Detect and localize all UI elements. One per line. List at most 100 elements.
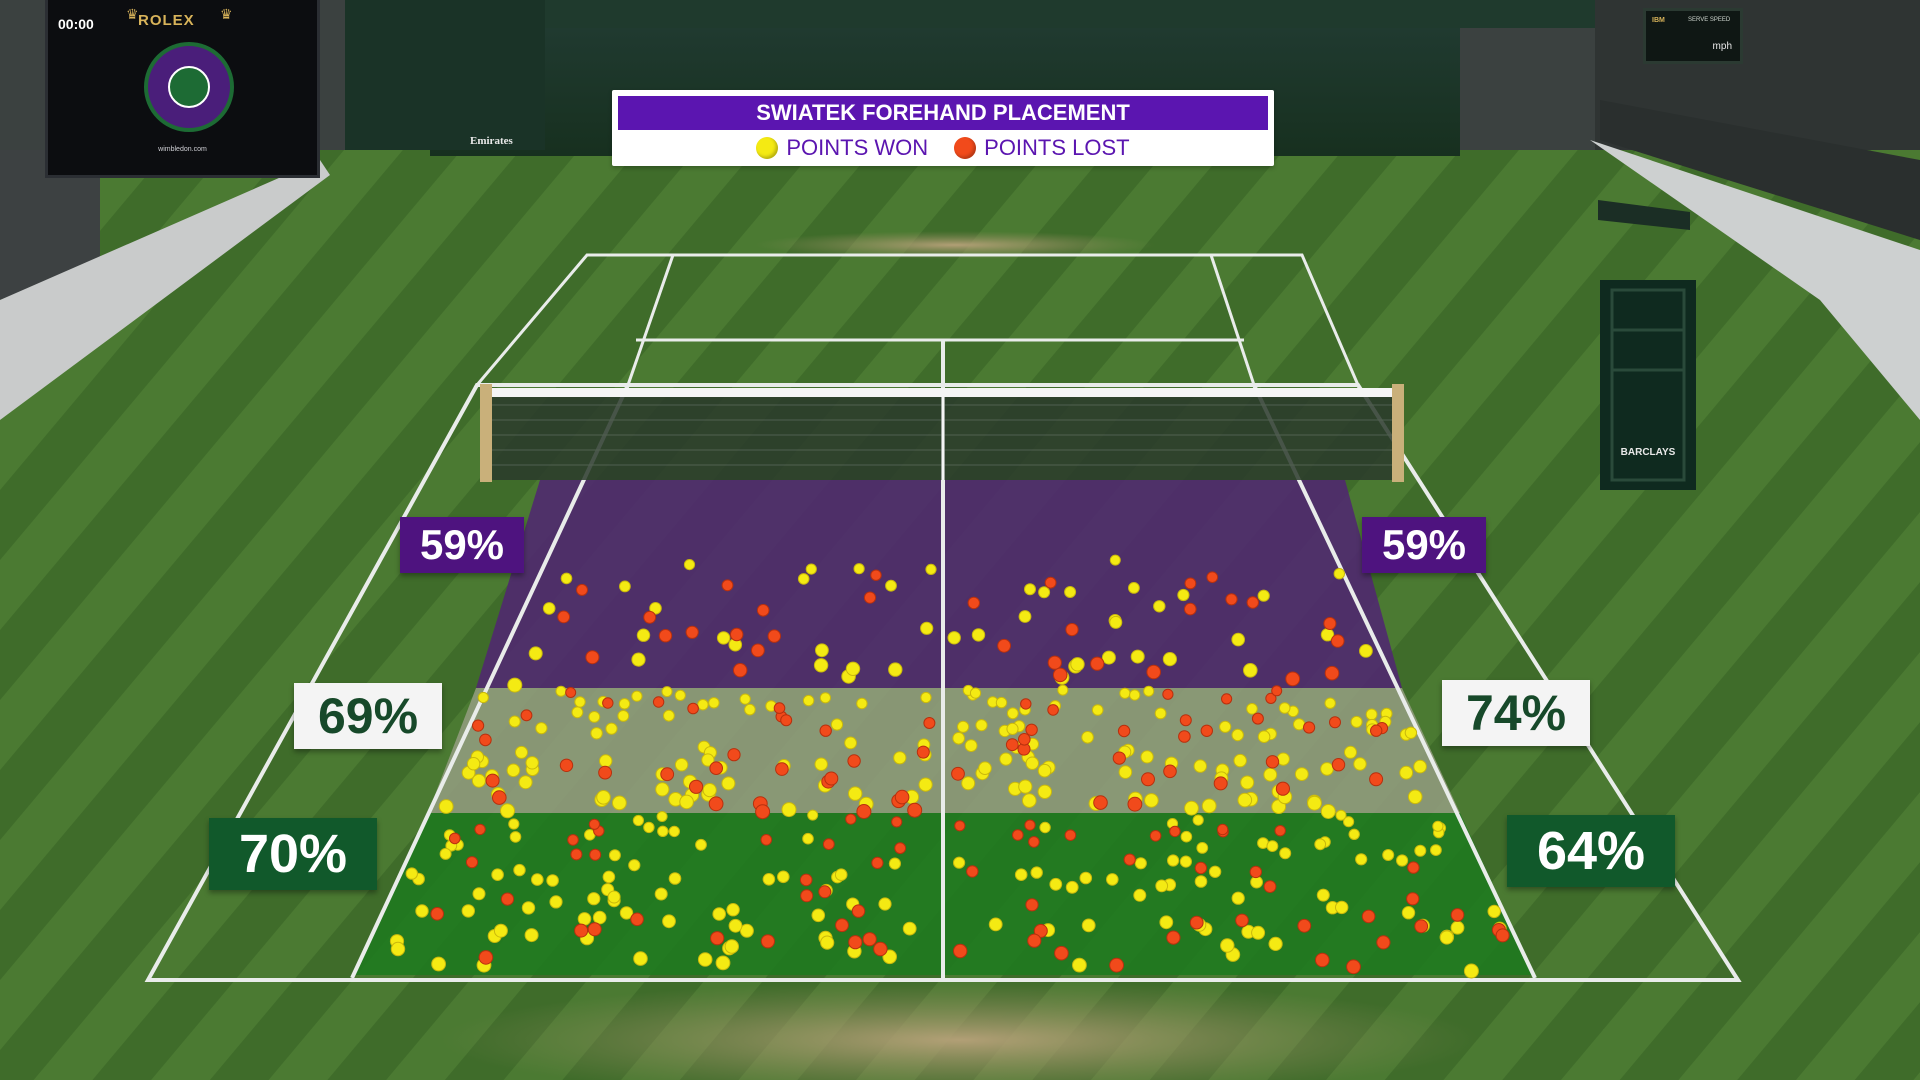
- lost-ball-icon: [1265, 755, 1280, 769]
- won-ball-icon: [1144, 793, 1159, 808]
- won-ball-icon: [1320, 762, 1334, 776]
- lost-ball-icon: [863, 591, 877, 604]
- won-ball-icon: [1413, 759, 1427, 774]
- lost-ball-icon: [773, 702, 786, 714]
- won-ball-icon: [508, 818, 520, 830]
- lost-ball-icon: [1065, 623, 1079, 637]
- lost-ball-icon: [1127, 796, 1143, 812]
- lost-ball-icon: [474, 823, 486, 836]
- pct-left-deep: 59%: [400, 517, 524, 573]
- lost-ball-icon: [585, 650, 600, 665]
- won-ball-icon: [777, 870, 790, 884]
- lost-ball-icon: [953, 943, 968, 959]
- won-ball-icon: [1025, 756, 1040, 770]
- lost-ball-icon: [602, 697, 614, 709]
- won-ball-icon: [1049, 877, 1063, 891]
- won-ball-icon: [885, 579, 897, 592]
- won-ball-icon: [524, 928, 539, 943]
- lost-ball-icon: [824, 771, 839, 786]
- lost-ball-icon: [630, 912, 644, 927]
- won-ball-icon: [1359, 644, 1373, 658]
- won-ball-icon: [853, 563, 865, 575]
- lost-ball-icon: [894, 789, 910, 805]
- won-ball-icon: [1109, 615, 1123, 629]
- legend-lost-label: POINTS LOST: [984, 135, 1130, 160]
- lost-ball-icon: [1027, 933, 1042, 948]
- won-ball-icon: [1350, 715, 1363, 728]
- won-ball-icon: [802, 694, 815, 707]
- won-ball-icon: [1101, 650, 1116, 665]
- won-ball-icon: [605, 722, 618, 735]
- won-ball-icon: [1037, 763, 1052, 778]
- lost-ball-icon: [1109, 957, 1124, 973]
- lost-ball-icon: [500, 892, 515, 906]
- won-ball-icon: [674, 689, 686, 702]
- won-ball-icon: [608, 849, 621, 862]
- lost-ball-icon: [1331, 758, 1346, 772]
- scoreboard-clock: 00:00: [58, 16, 94, 32]
- lost-ball-icon: [1213, 776, 1228, 791]
- won-ball-icon: [1450, 920, 1465, 935]
- pct-left-mid: 69%: [294, 683, 442, 749]
- won-ball-icon: [848, 786, 863, 801]
- won-ball-icon: [1140, 750, 1154, 764]
- won-ball-icon: [1177, 588, 1190, 602]
- lost-ball-icon: [1414, 919, 1429, 934]
- won-ball-icon: [1039, 821, 1051, 834]
- won-ball-icon: [978, 761, 992, 776]
- won-ball-icon: [712, 907, 727, 921]
- won-ball-icon: [1091, 704, 1104, 716]
- lost-ball-icon: [1200, 724, 1214, 737]
- lost-ball-icon: [1324, 665, 1340, 681]
- lost-ball-icon: [1315, 952, 1330, 968]
- won-ball-icon: [918, 777, 933, 792]
- won-ball-icon: [1070, 657, 1085, 672]
- lost-ball-icon: [907, 802, 923, 818]
- won-ball-icon: [631, 690, 643, 702]
- lost-ball-icon: [730, 627, 744, 642]
- won-ball-icon: [920, 621, 934, 635]
- won-ball-icon: [415, 904, 429, 918]
- won-ball-icon: [697, 952, 713, 967]
- won-ball-icon: [1257, 589, 1270, 602]
- won-ball-icon: [995, 696, 1008, 709]
- won-ball-icon: [1130, 649, 1145, 664]
- won-ball-icon: [1006, 722, 1019, 736]
- lost-ball-icon: [658, 629, 673, 643]
- lost-ball-icon: [479, 733, 492, 747]
- won-ball-icon: [491, 868, 504, 882]
- lost-ball-icon: [1012, 829, 1024, 841]
- won-ball-icon: [1129, 689, 1141, 701]
- lost-ball-icon: [1163, 764, 1177, 779]
- won-ball-icon: [515, 745, 528, 759]
- lost-ball-icon: [967, 596, 980, 610]
- lost-ball-icon: [871, 856, 884, 870]
- won-ball-icon: [957, 720, 970, 733]
- won-ball-icon: [1268, 936, 1283, 952]
- lost-ball-icon: [1047, 655, 1062, 670]
- won-ball-icon: [493, 923, 508, 938]
- won-ball-icon: [1194, 875, 1208, 888]
- lost-ball-icon: [1235, 913, 1249, 928]
- won-ball-icon: [708, 697, 720, 709]
- won-ball-icon: [819, 692, 832, 704]
- won-ball-icon: [1257, 730, 1271, 744]
- won-ball-icon: [654, 887, 668, 901]
- lost-ball-icon: [1406, 892, 1420, 906]
- won-ball-icon: [834, 868, 848, 882]
- wall-sponsor: Emirates: [470, 135, 513, 147]
- won-ball-icon: [571, 706, 584, 719]
- won-ball-icon: [1294, 767, 1309, 781]
- won-ball-icon: [1022, 793, 1037, 808]
- lost-ball-icon: [689, 779, 704, 794]
- won-ball-icon: [596, 790, 611, 805]
- lost-ball-icon: [818, 885, 832, 899]
- won-ball-icon: [1432, 820, 1444, 832]
- won-ball-icon: [701, 753, 715, 767]
- won-ball-icon: [888, 662, 903, 677]
- won-ball-icon: [811, 908, 826, 923]
- lost-ball-icon: [760, 834, 773, 846]
- won-ball-icon: [1180, 830, 1193, 843]
- won-ball-icon: [1220, 938, 1235, 953]
- won-ball-icon: [893, 751, 907, 765]
